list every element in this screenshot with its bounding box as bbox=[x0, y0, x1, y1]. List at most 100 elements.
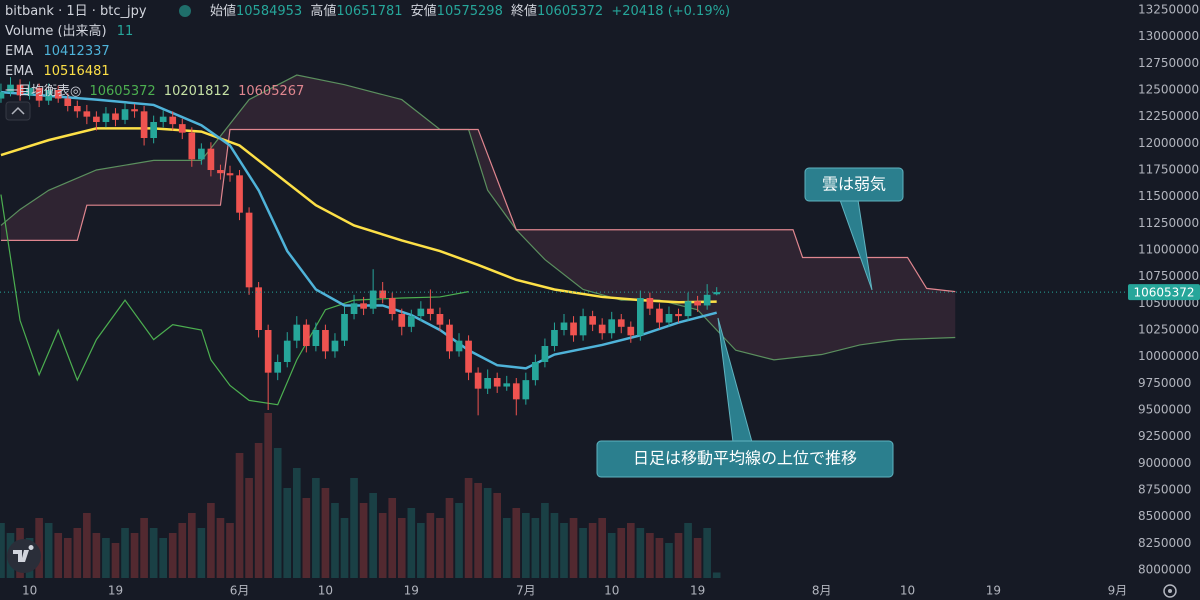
candle-body bbox=[322, 330, 329, 352]
candle-body bbox=[283, 340, 291, 362]
candle-body bbox=[207, 148, 215, 170]
candle-body bbox=[388, 298, 396, 314]
y-tick-label: 9250000 bbox=[1138, 429, 1191, 443]
candle-body bbox=[26, 87, 33, 96]
candle-body bbox=[188, 132, 196, 160]
candle-body bbox=[522, 380, 530, 400]
volume-bar bbox=[340, 518, 349, 578]
y-tick-label: 9750000 bbox=[1138, 376, 1191, 390]
volume-bar bbox=[216, 518, 225, 578]
candle-body bbox=[341, 314, 348, 341]
candle-body bbox=[131, 109, 138, 112]
candle-body bbox=[331, 340, 339, 352]
candle-body bbox=[54, 90, 62, 99]
settings-icon[interactable] bbox=[1163, 584, 1177, 598]
volume-bar bbox=[264, 413, 272, 578]
candle-body bbox=[551, 330, 558, 346]
candle-body bbox=[169, 116, 177, 125]
candle-body bbox=[312, 330, 320, 346]
ohlc-legend: 始値10584953 高値10651781 安値10575298 終値10605… bbox=[210, 3, 730, 19]
last-price-tag bbox=[1128, 284, 1200, 301]
indicator-name: Volume (出来高) bbox=[5, 23, 107, 39]
candle-body bbox=[302, 324, 310, 346]
candle-body bbox=[398, 314, 406, 327]
volume-bar bbox=[445, 498, 454, 578]
indicator-line bbox=[0, 128, 956, 293]
volume-bar bbox=[63, 538, 72, 578]
collapse-button[interactable] bbox=[5, 101, 31, 121]
candle-body bbox=[484, 378, 491, 389]
volume-bar bbox=[588, 523, 597, 578]
volume-bar bbox=[541, 503, 549, 578]
volume-bar bbox=[292, 468, 301, 578]
candle-body bbox=[7, 84, 14, 93]
ohlc-value: 10575298 bbox=[437, 4, 503, 19]
volume-bar bbox=[522, 513, 530, 578]
volume-bar bbox=[140, 518, 148, 578]
candle-body bbox=[159, 116, 167, 122]
y-tick-label: 8250000 bbox=[1138, 536, 1191, 550]
candle-body bbox=[217, 170, 224, 174]
indicator-legend: EMA 10516481 bbox=[5, 64, 110, 79]
y-tick-label: 12750000 bbox=[1138, 56, 1199, 70]
volume-bar bbox=[92, 533, 101, 578]
volume-bar bbox=[464, 478, 473, 578]
candle-body bbox=[656, 308, 663, 323]
x-tick-label: 19 bbox=[108, 584, 123, 598]
x-tick-label: 19 bbox=[404, 584, 419, 598]
volume-bar bbox=[407, 508, 416, 578]
ohlc-value: 10651781 bbox=[336, 4, 402, 19]
volume-bar bbox=[626, 523, 635, 578]
volume-bar bbox=[83, 513, 91, 578]
x-tick-label: 9月 bbox=[1108, 584, 1128, 598]
volume-bar bbox=[646, 533, 654, 578]
x-tick-label: 6月 bbox=[230, 584, 250, 598]
indicator-line bbox=[0, 74, 956, 361]
volume-bar bbox=[359, 503, 368, 578]
annotation-text: 日足は移動平均線の上位で推移 bbox=[633, 449, 857, 468]
indicator-value: 10605267 bbox=[238, 84, 304, 99]
volume-bar bbox=[617, 528, 626, 578]
y-tick-label: 10750000 bbox=[1138, 269, 1199, 283]
volume-bar bbox=[102, 538, 110, 578]
y-tick-label: 9500000 bbox=[1138, 403, 1191, 417]
candle-body bbox=[178, 124, 186, 133]
indicator-value: 10412337 bbox=[43, 44, 109, 59]
plot-area bbox=[0, 74, 1128, 578]
volume-bar bbox=[331, 503, 339, 578]
candle-body bbox=[589, 316, 596, 325]
volume-bar bbox=[560, 523, 568, 578]
callout-box bbox=[804, 167, 904, 202]
indicator-name: EMA bbox=[5, 64, 33, 79]
ohlc-label: 高値 bbox=[310, 3, 336, 19]
candle-body bbox=[684, 301, 692, 317]
volume-bar bbox=[226, 523, 234, 578]
change: +20418 (+0.19%) bbox=[611, 4, 730, 19]
volume-bar bbox=[703, 528, 711, 578]
indicator-legend: EMA 10412337 bbox=[5, 44, 110, 59]
volume-bar bbox=[188, 513, 196, 578]
indicator-value: 10605372 bbox=[89, 84, 155, 99]
y-tick-label: 13250000 bbox=[1138, 3, 1199, 17]
candle-body bbox=[617, 319, 625, 327]
volume-bar bbox=[168, 533, 177, 578]
candle-body bbox=[112, 113, 119, 120]
candle-body bbox=[264, 330, 272, 373]
volume-bar bbox=[665, 543, 673, 578]
volume-bar bbox=[483, 488, 492, 578]
candle-body bbox=[436, 314, 444, 325]
volume-bar bbox=[197, 528, 206, 578]
indicator-value: 10201812 bbox=[164, 84, 230, 99]
volume-bar bbox=[397, 518, 406, 578]
volume-bar bbox=[607, 533, 616, 578]
y-tick-label: 10250000 bbox=[1138, 323, 1199, 337]
volume-bar bbox=[569, 518, 578, 578]
candle-body bbox=[427, 308, 434, 314]
volume-bar bbox=[159, 538, 168, 578]
annotation: 日足は移動平均線の上位で推移 bbox=[596, 317, 894, 478]
candle-body bbox=[293, 324, 301, 341]
candle-body bbox=[140, 111, 148, 138]
settings bbox=[1163, 584, 1177, 598]
